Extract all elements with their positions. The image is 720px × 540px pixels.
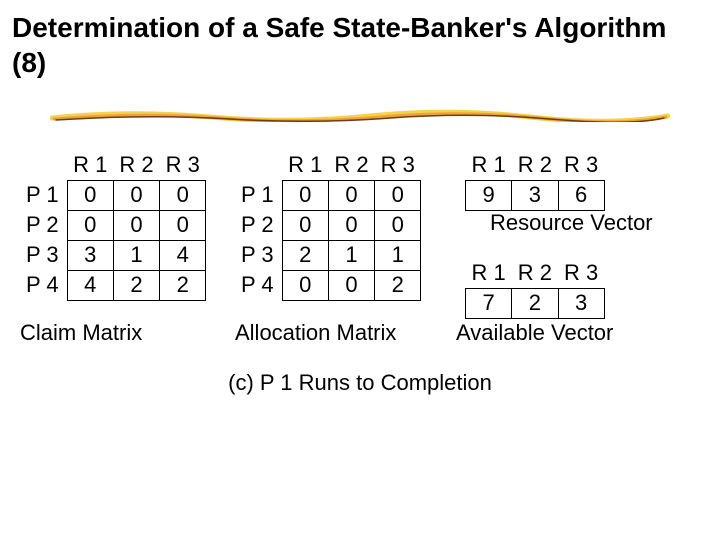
table-cell: 2 — [282, 240, 328, 270]
table-cell: 2 — [512, 288, 558, 318]
table-cell: 0 — [67, 180, 113, 210]
table-cell: 2 — [375, 270, 421, 300]
resource-vector-table: R 1 R 2 R 3 9 3 6 — [465, 150, 605, 211]
col-header: R 1 — [282, 150, 328, 180]
row-header: P 3 — [20, 240, 67, 270]
table-cell: 9 — [466, 180, 512, 210]
table-cell: 2 — [160, 270, 206, 300]
table-cell: 1 — [328, 240, 374, 270]
available-vector-block: R 1 R 2 R 3 7 2 3 — [465, 258, 605, 319]
row-header: P 3 — [235, 240, 282, 270]
col-header: R 2 — [512, 150, 558, 180]
claim-matrix-block: R 1 R 2 R 3 P 1 0 0 0 P 2 0 0 0 P 3 3 1 … — [20, 150, 206, 301]
table-cell: 1 — [375, 240, 421, 270]
row-header: P 4 — [20, 270, 67, 300]
footer-note: (c) P 1 Runs to Completion — [0, 370, 720, 396]
table-cell: 0 — [282, 210, 328, 240]
allocation-matrix-block: R 1 R 2 R 3 P 1 0 0 0 P 2 0 0 0 P 3 2 1 … — [235, 150, 421, 301]
row-header: P 4 — [235, 270, 282, 300]
row-header: P 2 — [20, 210, 67, 240]
table-cell: 2 — [113, 270, 159, 300]
table-cell: 0 — [328, 180, 374, 210]
allocation-matrix-caption: Allocation Matrix — [235, 320, 396, 346]
table-cell: 3 — [558, 288, 604, 318]
table-cell: 0 — [113, 210, 159, 240]
available-vector-label: Available Vector — [456, 320, 613, 346]
table-cell: 0 — [282, 270, 328, 300]
row-header: P 1 — [235, 180, 282, 210]
col-header: R 2 — [512, 258, 558, 288]
table-cell: 0 — [67, 210, 113, 240]
available-vector-table: R 1 R 2 R 3 7 2 3 — [465, 258, 605, 319]
resource-vector-label: Resource Vector — [490, 210, 653, 236]
claim-matrix-caption: Claim Matrix — [20, 320, 142, 346]
claim-matrix-table: R 1 R 2 R 3 P 1 0 0 0 P 2 0 0 0 P 3 3 1 … — [20, 150, 206, 301]
table-cell: 7 — [466, 288, 512, 318]
table-cell: 0 — [375, 210, 421, 240]
col-header: R 2 — [328, 150, 374, 180]
table-cell: 6 — [558, 180, 604, 210]
table-cell: 3 — [512, 180, 558, 210]
table-cell: 0 — [328, 210, 374, 240]
col-header: R 1 — [466, 150, 512, 180]
table-cell: 0 — [282, 180, 328, 210]
table-cell: 4 — [67, 270, 113, 300]
allocation-matrix-table: R 1 R 2 R 3 P 1 0 0 0 P 2 0 0 0 P 3 2 1 … — [235, 150, 421, 301]
col-header: R 1 — [466, 258, 512, 288]
col-header: R 3 — [375, 150, 421, 180]
title-scribble — [50, 108, 670, 122]
page-title: Determination of a Safe State-Banker's A… — [0, 0, 720, 84]
col-header: R 3 — [160, 150, 206, 180]
table-cell: 4 — [160, 240, 206, 270]
table-cell: 1 — [113, 240, 159, 270]
table-cell: 3 — [67, 240, 113, 270]
row-header: P 1 — [20, 180, 67, 210]
row-header: P 2 — [235, 210, 282, 240]
col-header: R 3 — [558, 258, 604, 288]
col-header: R 1 — [67, 150, 113, 180]
resource-vector-block: R 1 R 2 R 3 9 3 6 — [465, 150, 605, 211]
table-cell: 0 — [113, 180, 159, 210]
table-cell: 0 — [328, 270, 374, 300]
table-cell: 0 — [160, 210, 206, 240]
col-header: R 3 — [558, 150, 604, 180]
table-cell: 0 — [160, 180, 206, 210]
col-header: R 2 — [113, 150, 159, 180]
table-cell: 0 — [375, 180, 421, 210]
